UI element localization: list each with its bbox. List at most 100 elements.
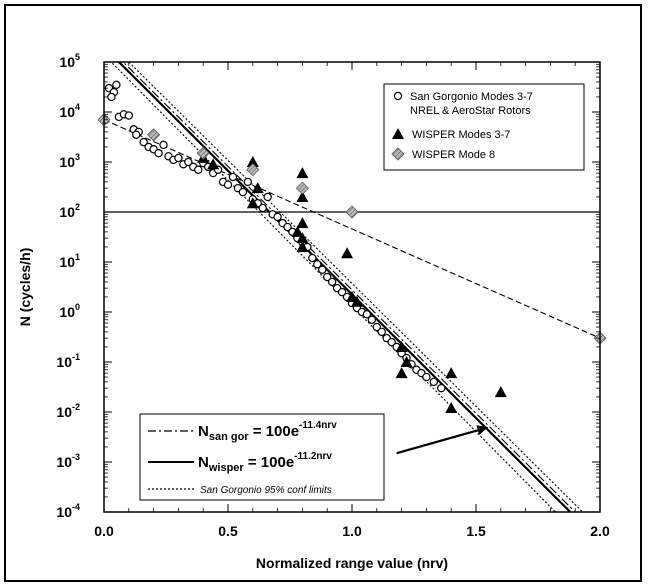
eq-exponent: -11.2nrv [294, 451, 332, 462]
point-open-circle [377, 327, 386, 337]
y-tick-label: 105 [59, 52, 80, 70]
point-filled-triangle [392, 128, 404, 139]
eq-body: = 100e [244, 454, 294, 471]
point-open-circle [437, 383, 446, 393]
y-tick-label: 101 [59, 252, 80, 270]
point-open-circle [393, 91, 403, 101]
eq-subscript: wisper [208, 462, 245, 474]
point-filled-triangle [341, 247, 354, 259]
arrow-annotation [396, 425, 489, 455]
point-hatched-diamond [391, 147, 405, 161]
point-open-circle [422, 372, 431, 382]
tick-labels: 105 104 103 102 101 100 10-1 10-2 10-3 10-4 0.0 0.5… [56, 52, 610, 539]
point-open-circle [159, 140, 168, 150]
legend: San Gorgonio Modes 3-7 NREL & AeroStar R… [383, 83, 585, 171]
point-filled-triangle [445, 402, 458, 414]
eq-exponent: -11.4nrv [299, 420, 337, 431]
point-open-circle [327, 277, 337, 287]
y-tick-label: 10-4 [56, 502, 80, 520]
point-open-circle [313, 260, 322, 269]
point-open-circle [387, 337, 396, 347]
point-open-circle [238, 187, 248, 197]
x-tick-label: 0.5 [218, 523, 238, 539]
point-filled-triangle [395, 340, 408, 352]
fit-legend-box [139, 413, 385, 501]
x-axis-label: Normalized range value (nrv) [256, 555, 448, 571]
point-open-circle [308, 253, 317, 263]
point-open-circle [323, 272, 332, 282]
legend-label: San Gorgonio Modes 3-7 [410, 91, 533, 103]
x-tick-label: 1.5 [466, 523, 486, 539]
wisper-equation: Nwisper = 100e-11.2nrv [198, 451, 332, 474]
point-hatched-diamond [147, 128, 161, 142]
point-filled-triangle [296, 190, 309, 202]
x-tick-label: 2.0 [590, 523, 610, 539]
point-filled-triangle [296, 240, 309, 252]
series-hatched-diamond [97, 113, 607, 345]
conf-limits-label: San Gorgonio 95% conf limits [200, 485, 332, 496]
point-open-circle [184, 157, 193, 167]
point-open-circle [228, 172, 238, 182]
y-tick-label: 103 [59, 152, 80, 170]
legend-marker-open-circle [393, 91, 403, 101]
point-open-circle [194, 165, 203, 174]
y-tick-label: 10-3 [56, 452, 80, 470]
point-open-circle [263, 192, 272, 202]
point-open-circle [132, 130, 141, 139]
point-open-circle [112, 80, 121, 89]
point-open-circle [154, 148, 163, 158]
point-open-circle [318, 265, 327, 274]
eq-symbol: N [198, 423, 209, 440]
arrow-shaft [396, 428, 481, 455]
point-filled-triangle [251, 182, 264, 194]
point-hatched-diamond [295, 181, 309, 195]
fit-line-dash-dot [122, 62, 576, 512]
legend-box [383, 83, 585, 171]
point-filled-triangle [346, 290, 358, 302]
arrow-head [476, 425, 489, 435]
legend-marker-filled-triangle [392, 128, 404, 139]
point-filled-triangle [445, 367, 458, 379]
point-filled-triangle [400, 356, 413, 367]
point-filled-triangle [296, 217, 309, 229]
eq-subscript: san gor [209, 431, 249, 443]
fit-line-dotted [128, 62, 584, 512]
legend-label: WISPER Mode 8 [412, 149, 495, 161]
fit-line-dashed [104, 119, 600, 339]
y-tick-label: 104 [59, 102, 80, 120]
data-points [97, 80, 607, 414]
point-open-circle [362, 310, 372, 319]
point-hatched-diamond [196, 146, 210, 160]
point-hatched-diamond [345, 205, 359, 219]
point-open-circle [283, 222, 292, 232]
x-tick-label: 0.0 [94, 523, 114, 539]
point-filled-triangle [350, 295, 363, 307]
series-filled-triangle [197, 152, 507, 414]
point-open-circle [139, 137, 148, 147]
point-filled-triangle [395, 367, 408, 379]
y-axis-label: N (cycles/h) [17, 248, 33, 327]
point-open-circle [429, 377, 439, 387]
sangor-equation: Nsan gor = 100e-11.4nrv [198, 420, 337, 443]
point-filled-triangle [207, 158, 220, 170]
point-filled-triangle [291, 225, 304, 237]
point-open-circle [124, 111, 134, 120]
fit-legend: Nsan gor = 100e-11.4nrv Nwisper = 100e-1… [139, 413, 385, 501]
point-filled-triangle [246, 197, 259, 209]
point-filled-triangle [296, 232, 309, 244]
point-open-circle [174, 153, 183, 163]
point-open-circle [367, 315, 377, 324]
point-open-circle [258, 203, 267, 213]
point-filled-triangle [296, 167, 309, 179]
fit-line-solid [118, 62, 572, 512]
y-tick-label: 10-1 [56, 352, 80, 370]
point-open-circle [107, 92, 116, 102]
x-tick-label: 1.0 [342, 523, 362, 539]
point-open-circle [337, 287, 347, 297]
point-open-circle [223, 180, 233, 189]
point-open-circle [273, 212, 282, 222]
y-tick-label: 102 [59, 202, 80, 220]
eq-body: = 100e [249, 423, 299, 440]
point-open-circle [243, 177, 253, 187]
